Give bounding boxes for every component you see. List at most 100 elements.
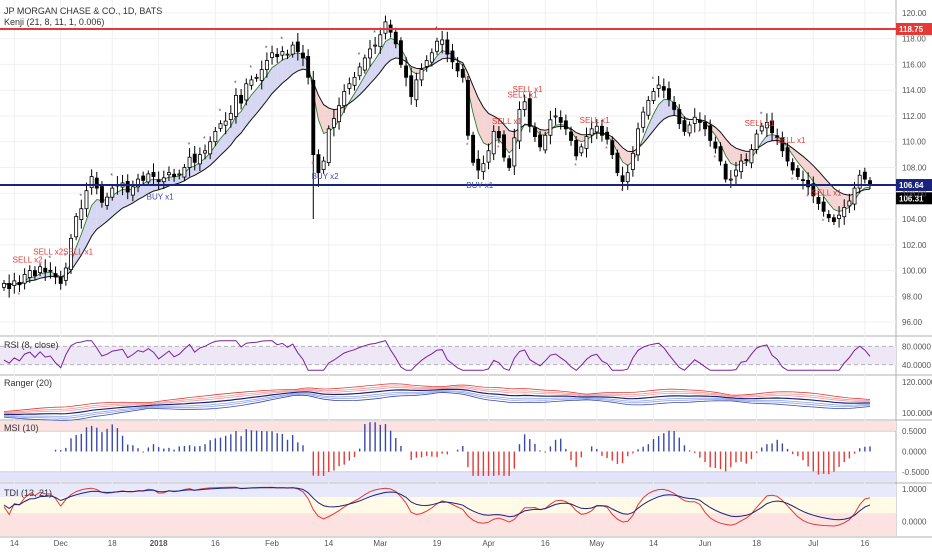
- candle-body-down: [456, 63, 459, 70]
- kenji-cloud-segment: [267, 68, 272, 101]
- candle-body-down: [709, 126, 712, 141]
- candle: [80, 200, 83, 229]
- candle: [363, 55, 366, 74]
- price-axis-tick: 116.00: [902, 60, 926, 69]
- candle-body-up: [219, 124, 222, 129]
- candle-body-up: [111, 188, 114, 197]
- tdi-upper-zone: [0, 484, 896, 497]
- sell-signal-label: SELL x1: [745, 119, 775, 128]
- time-axis-tick: 16: [211, 539, 220, 548]
- candle-body-down: [54, 274, 57, 277]
- candle: [822, 197, 825, 217]
- candle: [502, 130, 505, 161]
- candle-body-down: [745, 160, 748, 161]
- msi-axis-tick: 0.0000: [902, 448, 927, 457]
- candle: [616, 150, 619, 177]
- candle-body-up: [693, 117, 696, 123]
- candle: [554, 108, 557, 125]
- time-axis-tick: Apr: [482, 539, 495, 548]
- candle-body-down: [95, 178, 98, 188]
- tdi-title: TDI (13, 21): [4, 488, 52, 498]
- price-axis-tick: 102.00: [902, 241, 927, 250]
- candle: [415, 73, 418, 107]
- candle-body-up: [363, 58, 366, 70]
- sell-marker: *: [791, 177, 794, 184]
- candle-body-down: [719, 147, 722, 161]
- candle-body-up: [848, 201, 851, 206]
- kenji-cloud-segment: [97, 200, 102, 230]
- candle-body-up: [626, 173, 629, 182]
- candle-body-up: [23, 274, 26, 283]
- candle-body-up: [631, 153, 634, 169]
- sell-marker: *: [574, 163, 577, 170]
- sell-signal-label: SELL x1: [812, 189, 842, 198]
- candle-body-up: [513, 138, 516, 166]
- buy-marker: *: [219, 109, 222, 116]
- candle: [338, 98, 341, 130]
- candle-body-up: [183, 168, 186, 178]
- candle-body-down: [832, 218, 835, 222]
- buy-marker: *: [373, 30, 376, 37]
- candle-body-down: [683, 121, 686, 132]
- candle: [240, 89, 243, 109]
- candle-body-up: [188, 157, 191, 167]
- candle: [85, 183, 88, 217]
- candle: [420, 63, 423, 86]
- candle-body-down: [477, 159, 480, 170]
- price-axis-tick: 120.00: [902, 9, 927, 18]
- candle: [75, 213, 78, 240]
- candle-body-down: [673, 102, 676, 109]
- time-axis-tick: 16: [860, 539, 869, 548]
- msi-axis-tick: -0.5000: [902, 468, 930, 477]
- candle: [487, 144, 490, 170]
- time-axis-tick: 14: [324, 539, 333, 548]
- candle-body-down: [575, 140, 578, 155]
- buy-marker: *: [760, 111, 763, 118]
- candle-body-up: [425, 61, 428, 67]
- candle-body-down: [801, 180, 804, 181]
- candle-body-down: [817, 197, 820, 203]
- candle-body-down: [451, 51, 454, 62]
- candle-body-up: [348, 84, 351, 89]
- candle-body-down: [126, 181, 129, 192]
- candle-body-up: [214, 131, 217, 141]
- candle: [13, 273, 16, 294]
- candle-body-down: [410, 76, 413, 97]
- candle-body-up: [368, 49, 371, 58]
- candle-body-down: [698, 120, 701, 122]
- msi-title: MSI (10): [4, 423, 39, 433]
- price-level-label: 118.75: [896, 23, 932, 35]
- candle: [312, 71, 315, 219]
- candle-body-up: [75, 216, 78, 236]
- buy-marker: *: [265, 46, 268, 53]
- candle: [693, 108, 696, 132]
- buy-marker: *: [435, 26, 438, 33]
- buy-signal-label: BUY x1: [466, 181, 494, 190]
- candle: [853, 182, 856, 211]
- candle-body-down: [600, 126, 603, 135]
- candle-body-down: [472, 135, 475, 162]
- candle-body-up: [585, 137, 588, 149]
- sell-signal-label: SELL x1: [513, 85, 543, 94]
- price-axis-tick: 110.00: [902, 138, 926, 147]
- candle-body-up: [291, 45, 294, 54]
- candle-body-up: [595, 126, 598, 132]
- buy-marker: *: [79, 194, 82, 201]
- candle-body-up: [647, 101, 650, 116]
- price-axis-tick: 96.00: [902, 318, 923, 327]
- time-axis-tick: 14: [10, 539, 19, 548]
- candle: [23, 268, 26, 289]
- sell-signal-label: SELL x1: [580, 116, 610, 125]
- candle-body-up: [729, 179, 732, 180]
- msi-lower-zone: [0, 472, 896, 482]
- candle-body-down: [616, 153, 619, 173]
- candle-body-up: [106, 197, 109, 205]
- candle: [276, 48, 279, 63]
- buy-marker: *: [652, 76, 655, 83]
- candle: [636, 123, 639, 162]
- candle-body-down: [394, 32, 397, 44]
- candle: [255, 74, 258, 82]
- candle-body-down: [714, 142, 717, 148]
- candle-body-up: [740, 161, 743, 172]
- candle: [714, 137, 717, 154]
